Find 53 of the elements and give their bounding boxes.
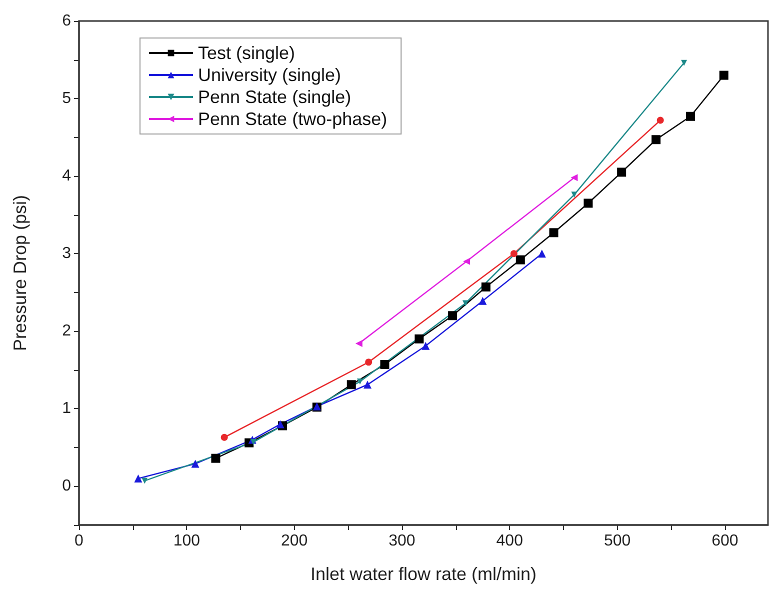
- point: [584, 198, 593, 208]
- point: [481, 282, 490, 292]
- x-tick-label: 300: [388, 532, 416, 550]
- point: [570, 174, 578, 182]
- x-axis-title: Inlet water flow rate (ml/min): [310, 564, 537, 584]
- point: [652, 135, 661, 144]
- point: [681, 60, 688, 66]
- point: [191, 460, 200, 468]
- point: [617, 168, 626, 177]
- point: [355, 340, 362, 348]
- point: [346, 380, 356, 390]
- point: [356, 378, 363, 385]
- y-tick-label: 1: [62, 400, 72, 418]
- x-tick-label: 200: [280, 532, 308, 550]
- point: [538, 250, 546, 258]
- legend-label: Penn State (two-phase): [198, 109, 388, 129]
- point: [134, 474, 142, 482]
- point: [364, 380, 372, 389]
- legend-label: University (single): [198, 65, 342, 85]
- point: [211, 454, 220, 463]
- x-tick-label: 0: [74, 532, 84, 550]
- point: [478, 296, 487, 305]
- y-tick-label: 4: [62, 168, 72, 185]
- x-tick-label: 100: [173, 532, 200, 550]
- y-tick-label: 6: [62, 12, 72, 30]
- point: [686, 112, 695, 121]
- point: [250, 439, 256, 446]
- y-axis-title: Pressure Drop (psi): [10, 194, 30, 352]
- point: [365, 358, 372, 366]
- point: [276, 420, 284, 428]
- y-tick-label: 5: [62, 90, 72, 108]
- point: [549, 228, 558, 238]
- x-tick-label: 400: [496, 532, 524, 550]
- point: [510, 250, 518, 258]
- point: [414, 334, 424, 344]
- point: [571, 192, 578, 198]
- x-tick-label: 600: [712, 532, 738, 550]
- point: [142, 478, 148, 484]
- x-tick-label: 500: [604, 532, 631, 550]
- point: [516, 255, 525, 264]
- point: [448, 311, 458, 320]
- legend-label: Penn State (single): [198, 87, 352, 107]
- y-tick-label: 2: [62, 322, 72, 340]
- legend-label: Test (single): [198, 43, 296, 63]
- point: [380, 360, 390, 369]
- point: [422, 342, 430, 350]
- point: [463, 258, 470, 265]
- y-tick-label: 0: [62, 478, 72, 495]
- point: [462, 300, 468, 306]
- point: [719, 70, 728, 80]
- point: [656, 116, 664, 124]
- point: [220, 434, 228, 441]
- y-tick-label: 3: [62, 245, 72, 262]
